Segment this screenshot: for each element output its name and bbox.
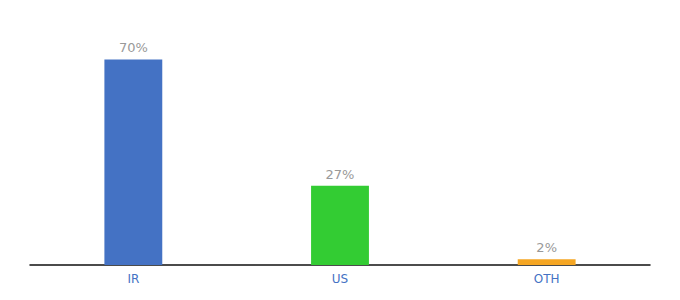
svg-text:70%: 70% [119,40,148,55]
svg-text:27%: 27% [326,167,355,182]
svg-text:OTH: OTH [534,272,560,286]
svg-text:US: US [332,272,348,286]
svg-text:2%: 2% [536,240,557,255]
svg-text:IR: IR [127,272,139,286]
